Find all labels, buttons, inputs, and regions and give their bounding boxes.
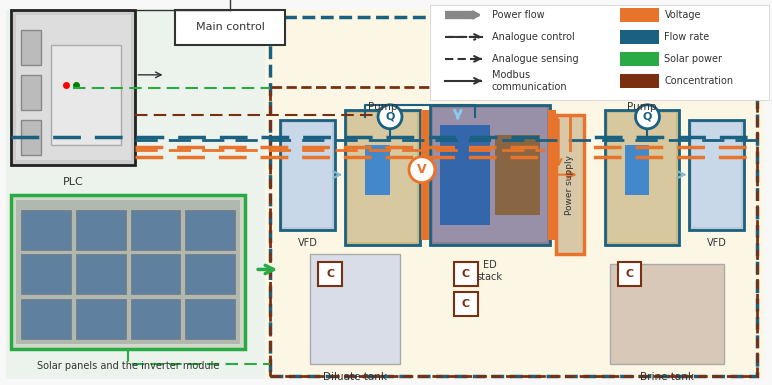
FancyBboxPatch shape	[21, 120, 41, 155]
FancyBboxPatch shape	[547, 110, 556, 239]
Text: Brine tank: Brine tank	[640, 372, 694, 382]
Text: Q: Q	[643, 112, 652, 122]
FancyBboxPatch shape	[185, 254, 235, 295]
Text: C: C	[462, 300, 470, 310]
FancyBboxPatch shape	[310, 254, 400, 364]
FancyBboxPatch shape	[610, 264, 724, 364]
FancyBboxPatch shape	[620, 8, 659, 22]
FancyBboxPatch shape	[11, 10, 136, 165]
FancyBboxPatch shape	[604, 110, 679, 244]
FancyBboxPatch shape	[283, 123, 332, 226]
FancyBboxPatch shape	[175, 10, 285, 45]
FancyBboxPatch shape	[345, 110, 420, 244]
FancyBboxPatch shape	[5, 10, 266, 379]
FancyBboxPatch shape	[130, 254, 181, 295]
Text: Diluate tank: Diluate tank	[323, 372, 387, 382]
Text: Flow rate: Flow rate	[665, 32, 709, 42]
FancyBboxPatch shape	[76, 209, 126, 249]
FancyBboxPatch shape	[280, 120, 335, 229]
FancyBboxPatch shape	[266, 10, 764, 379]
Text: C: C	[625, 270, 634, 280]
Text: Analogue control: Analogue control	[492, 32, 574, 42]
FancyBboxPatch shape	[51, 45, 120, 145]
Text: C: C	[326, 270, 334, 280]
FancyBboxPatch shape	[433, 108, 547, 241]
FancyBboxPatch shape	[21, 254, 70, 295]
Circle shape	[409, 157, 435, 182]
Text: V: V	[417, 163, 427, 176]
Text: Power supply: Power supply	[565, 155, 574, 214]
FancyBboxPatch shape	[185, 300, 235, 339]
Text: ED
stack: ED stack	[477, 261, 503, 282]
FancyBboxPatch shape	[421, 110, 429, 239]
Text: Analogue sensing: Analogue sensing	[492, 54, 578, 64]
FancyBboxPatch shape	[620, 74, 659, 88]
FancyBboxPatch shape	[608, 113, 676, 241]
FancyBboxPatch shape	[556, 115, 584, 254]
FancyBboxPatch shape	[130, 300, 181, 339]
FancyBboxPatch shape	[76, 254, 126, 295]
Text: PLC: PLC	[63, 177, 83, 187]
FancyBboxPatch shape	[454, 263, 478, 286]
FancyBboxPatch shape	[11, 194, 245, 349]
FancyBboxPatch shape	[21, 209, 70, 249]
Text: VFD: VFD	[298, 238, 317, 248]
Text: Q: Q	[385, 112, 394, 122]
FancyBboxPatch shape	[348, 113, 417, 241]
FancyBboxPatch shape	[185, 209, 235, 249]
Text: Pump: Pump	[627, 102, 657, 112]
FancyBboxPatch shape	[618, 263, 642, 286]
Text: Main control: Main control	[196, 22, 265, 32]
FancyBboxPatch shape	[365, 145, 390, 194]
FancyBboxPatch shape	[21, 300, 70, 339]
Circle shape	[635, 105, 659, 129]
Text: Solar power: Solar power	[665, 54, 723, 64]
FancyBboxPatch shape	[440, 125, 489, 224]
FancyBboxPatch shape	[620, 52, 659, 66]
Text: Solar panels and the inverter module: Solar panels and the inverter module	[37, 361, 219, 371]
FancyBboxPatch shape	[430, 5, 769, 100]
FancyBboxPatch shape	[625, 145, 649, 194]
Text: VFD: VFD	[707, 238, 726, 248]
Circle shape	[378, 105, 402, 129]
FancyBboxPatch shape	[692, 123, 741, 226]
Text: Power flow: Power flow	[492, 10, 544, 20]
FancyBboxPatch shape	[76, 300, 126, 339]
Text: Modbus
communication: Modbus communication	[492, 70, 567, 92]
FancyBboxPatch shape	[454, 293, 478, 316]
FancyBboxPatch shape	[495, 135, 540, 214]
FancyBboxPatch shape	[130, 209, 181, 249]
FancyBboxPatch shape	[430, 105, 550, 244]
Text: C: C	[462, 270, 470, 280]
FancyBboxPatch shape	[689, 120, 744, 229]
Text: Pump: Pump	[367, 102, 398, 112]
FancyBboxPatch shape	[15, 199, 240, 344]
FancyBboxPatch shape	[318, 263, 342, 286]
Text: Concentration: Concentration	[665, 76, 733, 86]
FancyBboxPatch shape	[620, 30, 659, 44]
FancyBboxPatch shape	[21, 75, 41, 110]
FancyBboxPatch shape	[15, 15, 130, 160]
Text: Voltage: Voltage	[665, 10, 701, 20]
FancyBboxPatch shape	[21, 30, 41, 65]
